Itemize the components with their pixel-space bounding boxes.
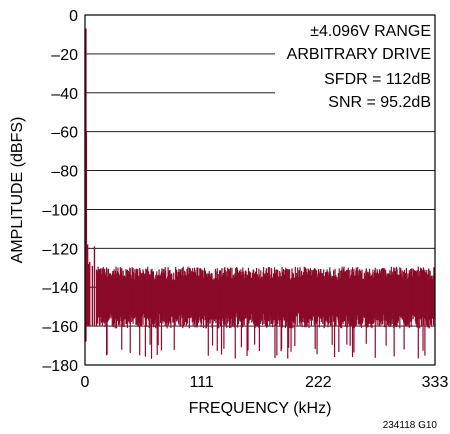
y-tick-label: –80	[51, 164, 78, 181]
y-tick-label: –40	[51, 86, 78, 103]
y-tick-label: –160	[42, 319, 78, 336]
annotation-box: ±4.096V RANGE ARBITRARY DRIVE SFDR = 112…	[275, 10, 435, 111]
x-tick-label: 0	[81, 374, 90, 391]
annotation-snr: SNR = 95.2dB	[328, 94, 431, 111]
y-tick-labels: 0 –20 –40 –60 –80 –100 –120 –140 –160 –180	[42, 8, 78, 375]
spectrum-series	[84, 28, 436, 359]
y-tick-label: –120	[42, 241, 78, 258]
y-tick-label: –20	[51, 47, 78, 64]
annotation-background	[275, 10, 435, 110]
y-tick-label: –140	[42, 280, 78, 297]
annotation-drive: ARBITRARY DRIVE	[287, 46, 431, 63]
figure-id: 234118 G10	[383, 420, 438, 431]
annotation-range: ±4.096V RANGE	[310, 23, 431, 40]
x-axis-title: FREQUENCY (kHz)	[189, 400, 332, 417]
y-tick-label: –60	[51, 125, 78, 142]
x-tick-label: 111	[190, 374, 214, 391]
annotation-sfdr: SFDR = 112dB	[324, 71, 431, 88]
y-tick-label: –180	[42, 358, 78, 375]
x-tick-labels: 0 111 222 333	[81, 374, 449, 391]
x-tick-label: 222	[305, 374, 332, 391]
x-tick-label: 333	[422, 374, 449, 391]
plot-frame	[84, 14, 436, 366]
y-tick-label: 0	[69, 8, 78, 25]
y-axis-title: AMPLITUDE (dBFS)	[9, 117, 26, 264]
y-tick-label: –100	[42, 202, 78, 219]
